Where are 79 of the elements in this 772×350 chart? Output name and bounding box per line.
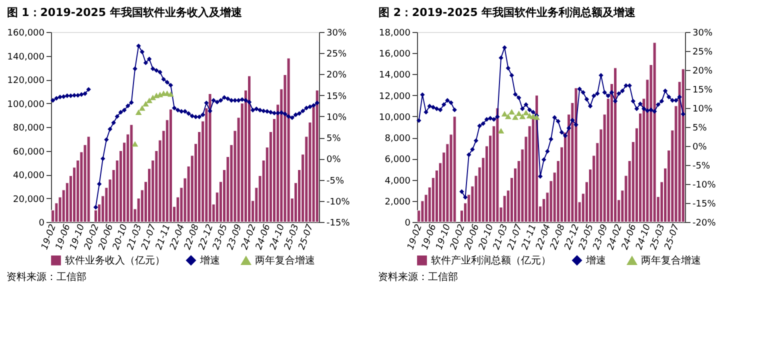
y2-tick-label: -10% (326, 197, 350, 208)
legend-label: 软件业务收入（亿元） (65, 254, 165, 266)
chart-title: 图 1：2019-2025 年我国软件业务收入及增速 (6, 6, 243, 19)
bar (208, 94, 212, 222)
text: 资料来源：工信部 (378, 271, 458, 283)
point (508, 109, 515, 115)
point (146, 98, 152, 104)
point (504, 114, 512, 120)
y-tick-label: 10,000 (379, 112, 411, 123)
y-tick-label: 140,000 (7, 52, 45, 62)
bar (681, 68, 685, 222)
bar (496, 108, 500, 222)
y2-tick-label: -5% (326, 176, 344, 186)
bar (286, 58, 290, 222)
y-tick-label: 60,000 (13, 147, 45, 158)
point (132, 141, 138, 147)
y-tick-label: 6,000 (384, 155, 411, 166)
bar (452, 116, 456, 222)
point (168, 91, 174, 97)
y2-tick-label: 15% (692, 86, 713, 96)
y-tick-label: 14,000 (379, 70, 411, 81)
point (138, 105, 146, 111)
y2-tick-label: 20% (692, 66, 713, 76)
point (512, 114, 518, 120)
legend-label: 增速 (199, 254, 220, 266)
y2-tick-label: 20% (326, 70, 347, 81)
y2-tick-label: 5% (692, 124, 708, 134)
point (516, 110, 522, 116)
point (522, 110, 530, 116)
y2-tick-label: 10% (692, 104, 713, 114)
text: 资料来源：工信部 (6, 271, 86, 283)
y-tick-label: 2,000 (384, 197, 411, 208)
y-tick-label: 100,000 (7, 100, 45, 110)
bar (574, 88, 578, 222)
y2-tick-label: 10% (326, 112, 347, 123)
y-tick-label: 0 (38, 218, 45, 228)
y2-tick-label: 5% (326, 134, 342, 144)
bar (652, 42, 656, 222)
point (519, 114, 526, 120)
y-tick-label: 80,000 (13, 124, 45, 134)
legend-label: 两年复合增速 (255, 254, 315, 267)
y-tick-label: 40,000 (13, 171, 45, 181)
y-tick-label: 0 (404, 218, 411, 228)
y-tick-label: 4,000 (384, 176, 411, 186)
chart-title: 图 2：2019-2025 年我国软件业务利润总额及增速 (378, 6, 637, 19)
point (498, 128, 504, 134)
y-tick-label: 12,000 (379, 92, 411, 102)
bar (86, 136, 90, 222)
bar (168, 108, 172, 222)
y2-tick-label: 30% (326, 28, 347, 38)
y-tick-label: 160,000 (7, 28, 45, 38)
y2-tick-label: 0% (326, 155, 342, 166)
bar (130, 124, 134, 222)
y2-tick-label: -5% (692, 162, 710, 172)
y2-tick-label: -15% (326, 218, 350, 228)
y-tick-label: 18,000 (379, 28, 411, 38)
point (142, 101, 149, 107)
y-tick-label: 120,000 (7, 76, 45, 86)
bar (315, 90, 319, 222)
x-tick-label: 25-07 (297, 222, 316, 252)
y2-tick-label: 25% (326, 50, 347, 60)
y-tick-label: 16,000 (379, 50, 411, 60)
point (501, 110, 508, 116)
y2-tick-label: -20% (692, 218, 716, 228)
bar (614, 68, 618, 222)
y2-tick-label: -15% (692, 200, 716, 210)
y2-tick-label: 15% (326, 92, 347, 102)
x-tick-label: 25-07 (663, 222, 682, 252)
y2-tick-label: 30% (692, 28, 713, 38)
y2-tick-label: 25% (692, 48, 713, 58)
y2-tick-label: 0% (692, 142, 708, 152)
y-tick-label: 8,000 (384, 134, 411, 144)
legend-label: 两年复合增速 (641, 254, 701, 267)
point (135, 109, 142, 115)
y-tick-label: 20,000 (13, 194, 45, 205)
y2-tick-label: -10% (692, 180, 716, 190)
legend-label: 增速 (585, 254, 606, 266)
bar (248, 76, 252, 222)
legend-label: 软件产业利润总额（亿元） (431, 254, 551, 266)
